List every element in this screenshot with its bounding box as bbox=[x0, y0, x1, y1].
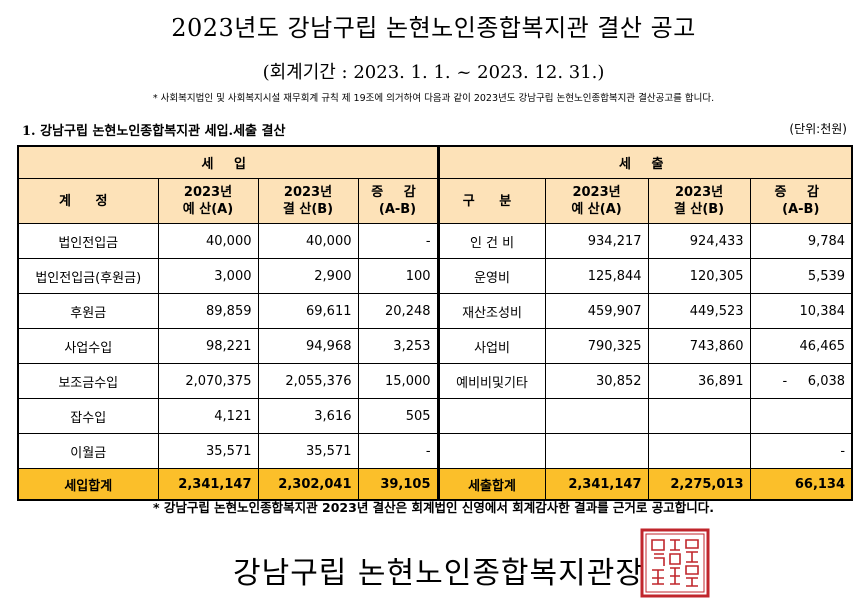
unit-label: (단위:천원) bbox=[789, 122, 847, 136]
income-total-settle: 2,302,041 bbox=[257, 468, 359, 501]
expense-diff-cell: - bbox=[749, 433, 853, 469]
official-seal-icon bbox=[640, 528, 710, 598]
expense-budget-cell: 934,217 bbox=[544, 223, 649, 259]
audit-footnote: * 강남구립 논현노인종합복지관 2023년 결산은 회계법인 신영에서 회계감… bbox=[152, 500, 715, 515]
table-row: 법인전입금(후원금) 3,000 2,900 100 운영비 125,844 120,305… bbox=[17, 258, 853, 294]
expense-budget-cell: 125,844 bbox=[544, 258, 649, 294]
income-account-cell: 법인전입금(후원금) bbox=[17, 258, 159, 294]
expense-category-cell: 인 건 비 bbox=[436, 223, 546, 259]
expense-settle-cell: 449,523 bbox=[647, 293, 751, 329]
col-account: 계 정 bbox=[17, 178, 159, 224]
income-account-cell: 법인전입금 bbox=[17, 223, 159, 259]
income-total-diff: 39,105 bbox=[357, 468, 439, 501]
income-settle-cell: 94,968 bbox=[257, 328, 359, 364]
expense-diff-cell: 10,384 bbox=[749, 293, 853, 329]
expense-total-label: 세출합계 bbox=[436, 468, 546, 501]
income-diff-cell: - bbox=[357, 433, 439, 469]
expense-settle-cell bbox=[647, 398, 751, 434]
expense-category-cell bbox=[436, 433, 546, 469]
accounting-period: (회계기간 : 2023. 1. 1. ~ 2023. 12. 31.) bbox=[262, 62, 605, 83]
expense-diff-cell: 5,539 bbox=[749, 258, 853, 294]
income-settle-cell: 40,000 bbox=[257, 223, 359, 259]
income-budget-cell: 2,070,375 bbox=[157, 363, 259, 399]
income-account-cell: 사업수입 bbox=[17, 328, 159, 364]
income-settle-cell: 2,900 bbox=[257, 258, 359, 294]
expense-budget-cell: 30,852 bbox=[544, 363, 649, 399]
income-budget-cell: 98,221 bbox=[157, 328, 259, 364]
income-budget-cell: 3,000 bbox=[157, 258, 259, 294]
income-budget-cell: 4,121 bbox=[157, 398, 259, 434]
expense-diff-cell: 46,465 bbox=[749, 328, 853, 364]
expense-category-cell: 재산조성비 bbox=[436, 293, 546, 329]
income-diff-cell: 20,248 bbox=[357, 293, 439, 329]
table-header-row: 세 입 세 출 bbox=[17, 145, 853, 179]
col-expense-budget: 2023년 예 산(A) bbox=[544, 178, 649, 224]
income-budget-cell: 35,571 bbox=[157, 433, 259, 469]
col-expense-settle: 2023년 결 산(B) bbox=[647, 178, 751, 224]
income-settle-cell: 35,571 bbox=[257, 433, 359, 469]
expense-total-budget: 2,341,147 bbox=[544, 468, 649, 501]
income-budget-cell: 89,859 bbox=[157, 293, 259, 329]
col-expense-diff: 증 감 (A-B) bbox=[749, 178, 853, 224]
expense-diff-cell: - 6,038 bbox=[749, 363, 853, 399]
expense-settle-cell: 924,433 bbox=[647, 223, 751, 259]
legal-note: * 사회복지법인 및 사회복지시설 재무회계 규칙 제 19조에 의거하여 다음… bbox=[152, 93, 715, 104]
income-account-cell: 이월금 bbox=[17, 433, 159, 469]
income-diff-cell: - bbox=[357, 223, 439, 259]
expense-category-cell: 운영비 bbox=[436, 258, 546, 294]
table-row: 법인전입금 40,000 40,000- 인 건 비 934,217 924,433 9,7… bbox=[17, 223, 853, 259]
col-income-diff: 증 감 (A-B) bbox=[357, 178, 439, 224]
income-settle-cell: 69,611 bbox=[257, 293, 359, 329]
expense-settle-cell bbox=[647, 433, 751, 469]
table-subheader-row: 계 정 2023년 예 산(A) 2023년 결 산(B) 증 감 (A-B) 구 분… bbox=[17, 178, 853, 224]
income-account-cell: 잡수입 bbox=[17, 398, 159, 434]
section-title: 1. 강남구립 논현노인종합복지관 세입.세출 결산 bbox=[22, 124, 286, 139]
expense-total-diff: 66,134 bbox=[749, 468, 853, 501]
income-settle-cell: 2,055,376 bbox=[257, 363, 359, 399]
col-income-settle: 2023년 결 산(B) bbox=[257, 178, 359, 224]
income-header: 세 입 bbox=[17, 145, 439, 179]
income-diff-cell: 100 bbox=[357, 258, 439, 294]
income-diff-cell: 505 bbox=[357, 398, 439, 434]
income-diff-cell: 15,000 bbox=[357, 363, 439, 399]
expense-budget-cell: 459,907 bbox=[544, 293, 649, 329]
expense-header: 세 출 bbox=[436, 145, 853, 179]
table-row: 후원금 89,859 69,611 20,248 재산조성비 459,907 449,523… bbox=[17, 293, 853, 329]
expense-total-settle: 2,275,013 bbox=[647, 468, 751, 501]
expense-diff-cell bbox=[749, 398, 853, 434]
income-diff-cell: 3,253 bbox=[357, 328, 439, 364]
col-category: 구 분 bbox=[436, 178, 546, 224]
expense-category-cell: 사업비 bbox=[436, 328, 546, 364]
expense-settle-cell: 120,305 bbox=[647, 258, 751, 294]
expense-diff-cell: 9,784 bbox=[749, 223, 853, 259]
organization-signature: 강남구립 논현노인종합복지관장 bbox=[233, 556, 644, 591]
table-row: 보조금수입 2,070,375 2,055,376 15,000 예비비및기타 30,85… bbox=[17, 363, 853, 399]
income-account-cell: 보조금수입 bbox=[17, 363, 159, 399]
settlement-table: 세 입 세 출 계 정 2023년 예 산(A) 2023년 결 산(B) 증 감(… bbox=[17, 145, 854, 501]
income-budget-cell: 40,000 bbox=[157, 223, 259, 259]
income-total-budget: 2,341,147 bbox=[157, 468, 259, 501]
table-row: 사업수입 98,221 94,968 3,253 사업비 790,325 743,860 46… bbox=[17, 328, 853, 364]
income-total-label: 세입합계 bbox=[17, 468, 159, 501]
expense-budget-cell bbox=[544, 398, 649, 434]
income-settle-cell: 3,616 bbox=[257, 398, 359, 434]
expense-settle-cell: 36,891 bbox=[647, 363, 751, 399]
page-title: 2023년도 강남구립 논현노인종합복지관 결산 공고 bbox=[171, 14, 696, 42]
expense-budget-cell: 790,325 bbox=[544, 328, 649, 364]
total-row: 세입합계 2,341,147 2,302,041 39,105 세출합계 2,3… bbox=[17, 468, 853, 501]
expense-category-cell bbox=[436, 398, 546, 434]
expense-category-cell: 예비비및기타 bbox=[436, 363, 546, 399]
expense-budget-cell bbox=[544, 433, 649, 469]
col-income-budget: 2023년 예 산(A) bbox=[157, 178, 259, 224]
table-row: 이월금 35,571 35,571- - bbox=[17, 433, 853, 469]
expense-settle-cell: 743,860 bbox=[647, 328, 751, 364]
income-account-cell: 후원금 bbox=[17, 293, 159, 329]
table-row: 잡수입 4,121 3,616 505 bbox=[17, 398, 853, 434]
